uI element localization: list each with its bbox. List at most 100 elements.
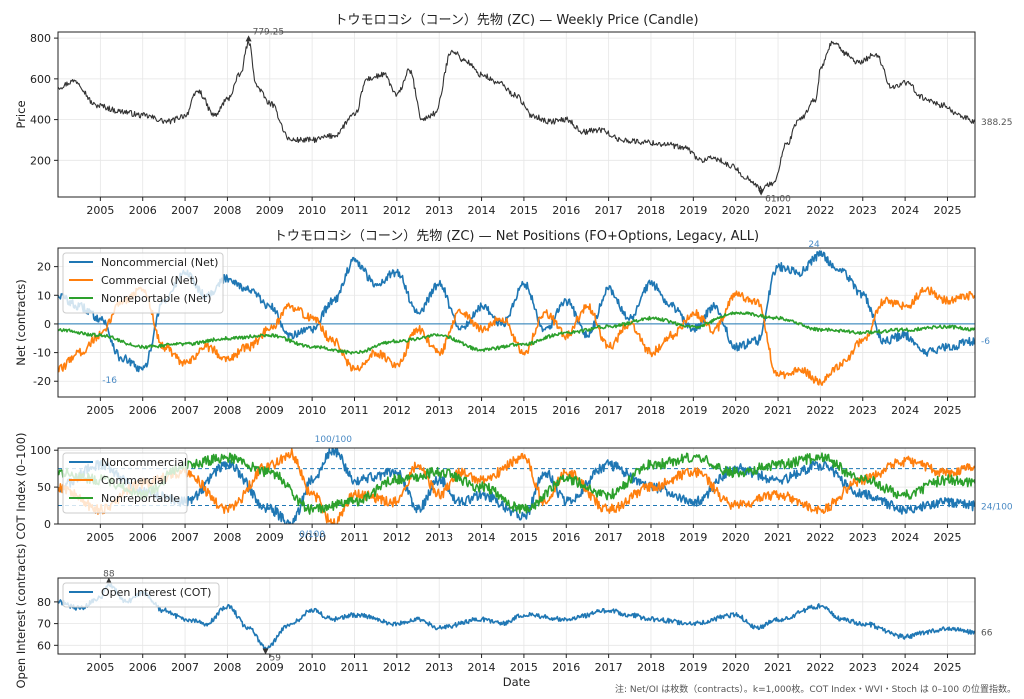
y-tick-label: 50	[37, 481, 51, 494]
x-tick-label: 2019	[679, 404, 707, 417]
y-axis-label: Open Interest (contracts)	[14, 543, 28, 688]
x-tick-label: 2024	[891, 531, 919, 544]
x-tick-label: 2022	[806, 404, 834, 417]
legend: Noncommercial Commercial Nonreportable	[62, 452, 188, 514]
x-tick-label: 2012	[383, 661, 411, 674]
y-tick-label: 800	[30, 32, 51, 45]
y-tick-label: 400	[30, 114, 51, 127]
net-positions-panel: 2005 2006 2007 2008 2009 2010 2011 2012 2013 2014…	[14, 229, 990, 417]
x-tick-label: 2020	[722, 204, 750, 217]
x-tick-label: 2020	[722, 531, 750, 544]
x-tick-label: 2015	[510, 404, 538, 417]
x-tick-label: 2006	[129, 204, 157, 217]
x-tick-label: 2018	[637, 204, 665, 217]
annotation-label: -16	[102, 376, 117, 386]
legend-label-noncommercial: Noncommercial	[101, 456, 187, 469]
x-tick-label: 2016	[552, 204, 580, 217]
price-panel: 2005 2006 2007 2008 2009 2010 2011 2012 2013 2014…	[14, 13, 1013, 217]
grid	[58, 448, 975, 525]
x-tick-label: 2023	[849, 404, 877, 417]
x-tick-label: 2012	[383, 531, 411, 544]
x-tick-label: 2024	[891, 404, 919, 417]
x-tick-label: 2024	[891, 661, 919, 674]
series-line-commercial	[58, 448, 975, 524]
series-line-nonreportable	[58, 311, 975, 355]
annotation-label: 779.25	[253, 27, 285, 37]
annotation-marker	[105, 577, 112, 584]
legend: Open Interest (COT)	[62, 582, 220, 608]
annotation-marker	[758, 189, 765, 196]
x-axis-label: Date	[503, 675, 531, 689]
x-tick-label: 2008	[213, 531, 241, 544]
x-tick-label: 2008	[213, 404, 241, 417]
x-tick-label: 2023	[849, 204, 877, 217]
x-tick-label: 2015	[510, 204, 538, 217]
x-tick-label: 2025	[933, 661, 961, 674]
x-tick-label: 2009	[256, 531, 284, 544]
series-group	[58, 583, 975, 651]
x-tick-label: 2023	[849, 531, 877, 544]
x-tick-label: 2005	[86, 531, 114, 544]
legend-box	[62, 452, 188, 514]
y-axis-label: COT Index (0–100)	[14, 432, 28, 539]
annotation-label: 61.00	[765, 195, 791, 205]
y-tick-label: -10	[33, 347, 51, 360]
annotation-label: -6	[981, 337, 990, 347]
legend-label-commercial: Commercial (Net)	[101, 274, 198, 287]
x-tick-label: 2005	[86, 404, 114, 417]
x-tick-label: 2012	[383, 204, 411, 217]
plot-frame	[57, 577, 976, 655]
x-tick-label: 2023	[849, 661, 877, 674]
x-tick-label: 2021	[764, 404, 792, 417]
annotation-marker	[262, 648, 269, 655]
x-tick-label: 2020	[722, 661, 750, 674]
x-tick-label: 2019	[679, 661, 707, 674]
legend-label-nonreportable: Nonreportable (Net)	[101, 292, 211, 305]
x-tick-label: 2008	[213, 661, 241, 674]
x-tick-label: 2021	[764, 531, 792, 544]
series-group	[58, 448, 975, 524]
y-tick-label: 10	[37, 289, 51, 302]
series-line-price	[58, 40, 975, 192]
x-tick-label: 2012	[383, 404, 411, 417]
annotation-label: 59	[270, 653, 282, 663]
x-tick-label: 2011	[340, 204, 368, 217]
plot-frame	[57, 447, 976, 525]
x-tick-label: 2022	[806, 204, 834, 217]
y-tick-label: 20	[37, 261, 51, 274]
annotation-label: 0/100	[299, 530, 325, 540]
x-tick-label: 2010	[298, 661, 326, 674]
x-tick-label: 2018	[637, 661, 665, 674]
x-tick-label: 2021	[764, 204, 792, 217]
x-tick-label: 2022	[806, 531, 834, 544]
x-tick-label: 2017	[595, 661, 623, 674]
annotation-label: 88	[103, 570, 115, 580]
x-tick-label: 2025	[933, 204, 961, 217]
footnote: 注: Net/OI は枚数（contracts）。k=1,000枚。COT In…	[615, 683, 1016, 695]
x-tick-label: 2007	[171, 531, 199, 544]
x-tick-label: 2014	[468, 661, 496, 674]
x-tick-label: 2011	[340, 404, 368, 417]
x-tick-label: 2025	[933, 404, 961, 417]
x-tick-label: 2005	[86, 661, 114, 674]
x-tick-label: 2008	[213, 204, 241, 217]
y-tick-label: 80	[37, 596, 51, 609]
x-tick-label: 2017	[595, 204, 623, 217]
y-axis-label: Price	[14, 100, 28, 128]
x-tick-label: 2009	[256, 204, 284, 217]
annotation-label: 100/100	[315, 435, 353, 445]
y-tick-label: 70	[37, 618, 51, 631]
x-tick-label: 2006	[129, 661, 157, 674]
x-tick-label: 2017	[595, 531, 623, 544]
legend-label-noncommercial: Noncommercial (Net)	[101, 256, 218, 269]
series-line-commercial	[58, 286, 975, 386]
x-tick-label: 2007	[171, 204, 199, 217]
open-interest-panel: 2005 2006 2007 2008 2009 2010 2011 2012 2013 2014…	[14, 543, 993, 689]
annotation-label: 66	[981, 628, 993, 638]
y-tick-label: 0	[44, 518, 51, 531]
annotation-label: 24	[808, 240, 820, 250]
y-axis-label: Net (contracts)	[14, 279, 28, 366]
x-tick-label: 2010	[298, 204, 326, 217]
x-tick-label: 2019	[679, 531, 707, 544]
annotation-marker	[245, 35, 252, 42]
